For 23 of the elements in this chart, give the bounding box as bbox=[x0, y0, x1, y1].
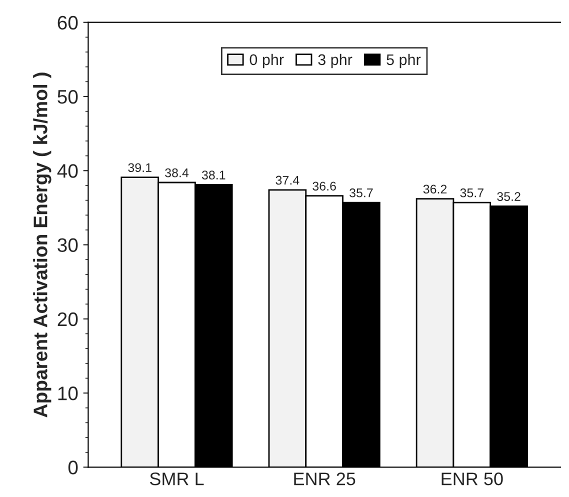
y-tick-label: 30 bbox=[58, 238, 78, 252]
data-label: 35.7 bbox=[350, 188, 373, 198]
y-tick-label: 10 bbox=[58, 386, 78, 400]
data-label: 39.1 bbox=[128, 163, 152, 172]
legend-label: 3 phr bbox=[318, 54, 352, 68]
y-tick-label: 60 bbox=[58, 16, 78, 30]
y-axis-title: Apparent Activation Energy ( kJ/mol ) bbox=[33, 72, 52, 418]
x-tick-label: ENR 50 bbox=[442, 472, 503, 486]
data-label: 38.4 bbox=[165, 168, 189, 178]
y-tick-label: 50 bbox=[58, 90, 78, 104]
y-tick-label: 0 bbox=[68, 460, 78, 474]
data-label: 35.7 bbox=[460, 188, 484, 198]
x-tick-label: SMR L bbox=[150, 472, 204, 486]
data-label: 38.1 bbox=[202, 170, 226, 180]
y-tick-label: 40 bbox=[57, 164, 78, 178]
data-label: 37.4 bbox=[276, 176, 300, 185]
data-label: 35.2 bbox=[497, 192, 520, 201]
data-label: 36.2 bbox=[423, 184, 447, 194]
y-tick-label: 20 bbox=[58, 312, 78, 326]
data-label: 36.6 bbox=[312, 182, 336, 191]
legend-label: 5 phr bbox=[386, 54, 421, 68]
legend-label: 0 phr bbox=[250, 54, 284, 68]
x-tick-label: ENR 25 bbox=[294, 472, 356, 486]
